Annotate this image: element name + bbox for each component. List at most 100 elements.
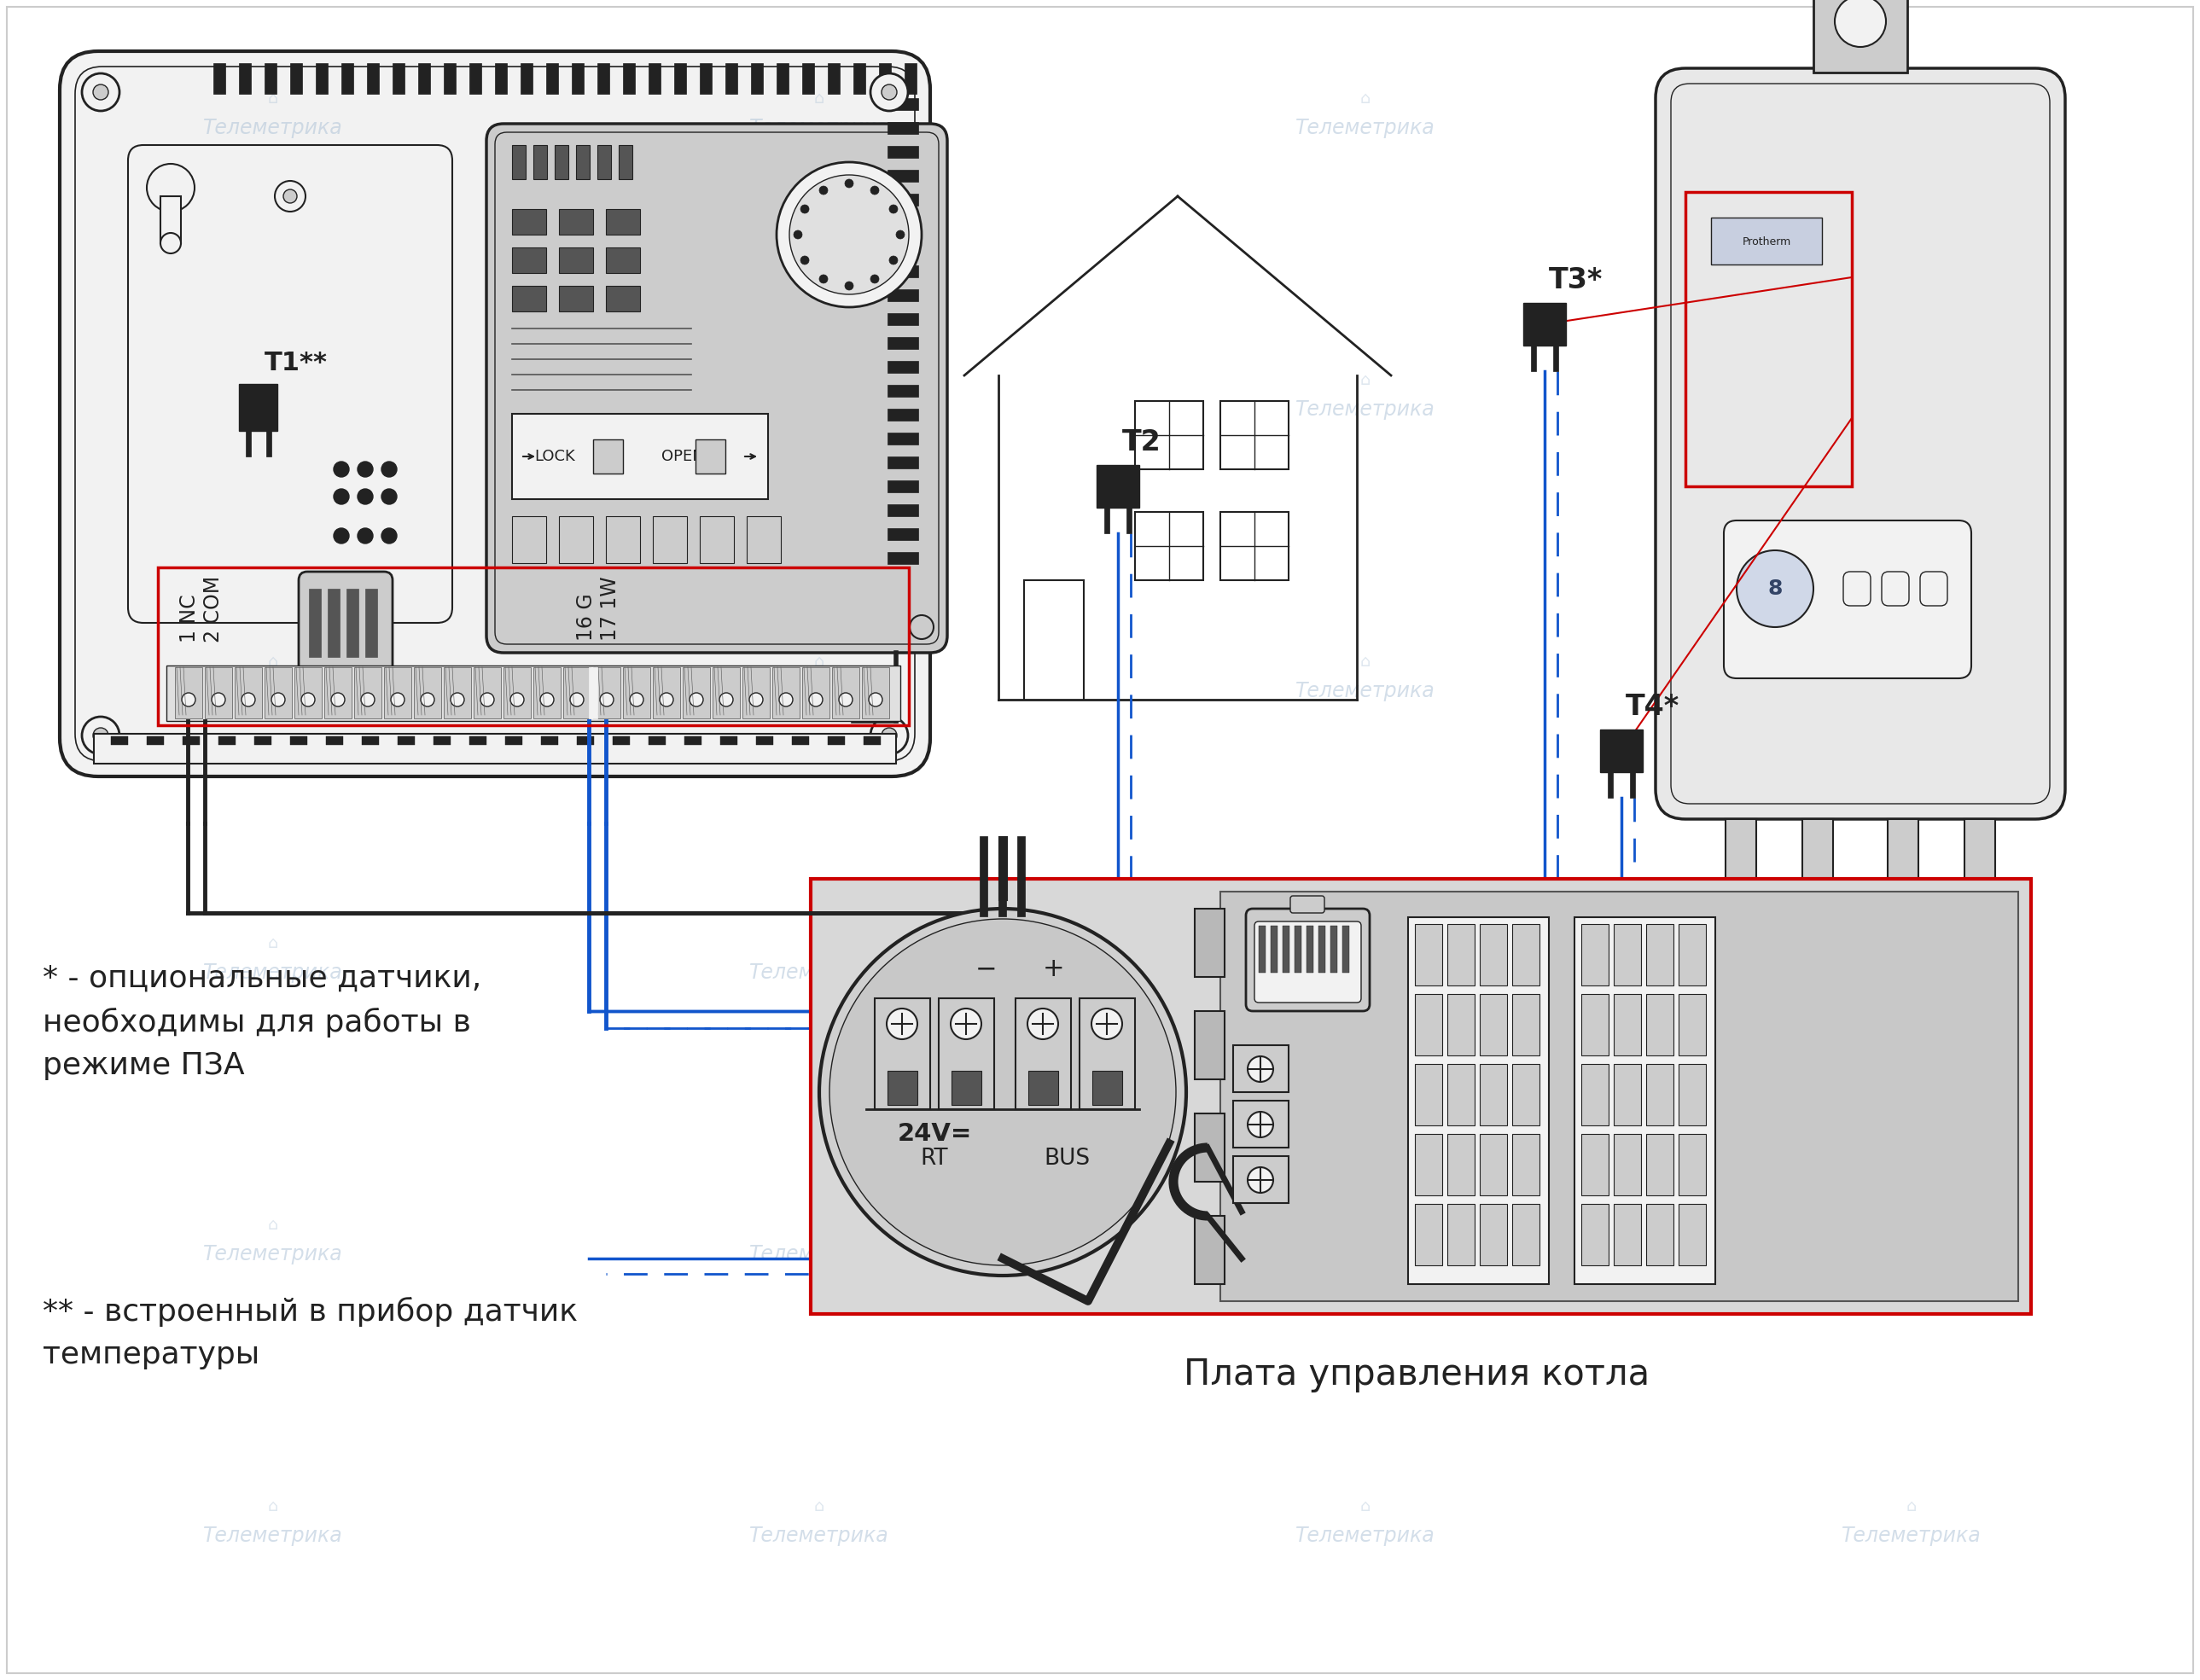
Bar [504,667,530,719]
Circle shape [810,692,823,707]
Bar [653,516,686,563]
Bar [876,998,931,1109]
Bar [594,440,623,474]
Text: −: − [975,956,997,981]
Text: Телеметрика: Телеметрика [1296,963,1434,983]
Bar [887,97,917,111]
Circle shape [92,84,108,99]
Bar [1126,507,1131,533]
Bar [473,667,502,719]
Bar [1531,346,1536,371]
Bar [605,286,640,311]
Bar [1679,924,1705,986]
Bar [576,736,594,744]
Bar [1646,924,1674,986]
Bar [205,667,233,719]
Circle shape [392,692,405,707]
Circle shape [359,528,374,544]
Bar [598,64,609,94]
Bar [495,64,506,94]
Bar [777,64,788,94]
Bar [513,413,768,499]
Circle shape [779,692,792,707]
Bar [266,430,271,457]
Bar [1016,998,1071,1109]
Bar [598,144,612,180]
Bar [513,144,526,180]
Bar [1511,924,1540,986]
Bar [713,667,739,719]
Text: T1**: T1** [264,351,328,375]
Bar [726,64,737,94]
Circle shape [750,692,763,707]
Circle shape [950,1008,981,1040]
Bar [1221,402,1289,469]
Text: ⌂: ⌂ [268,654,279,669]
Circle shape [838,692,854,707]
Bar [605,247,640,274]
Circle shape [359,462,374,477]
Bar [541,736,559,744]
Text: Телеметрика: Телеметрика [202,1243,343,1265]
Text: 1 NC
2 COM: 1 NC 2 COM [178,576,224,642]
Circle shape [818,909,1186,1275]
Bar [653,667,680,719]
Text: ⌂: ⌂ [814,371,825,388]
Bar [887,408,917,420]
Circle shape [211,692,224,707]
Bar [183,736,200,744]
Circle shape [895,230,904,239]
Bar [887,193,917,205]
Bar [1553,346,1558,371]
Bar [887,123,917,134]
Text: Телеметрика: Телеметрика [750,680,889,701]
Circle shape [81,717,119,754]
Bar [341,64,354,94]
Bar [1234,1156,1289,1203]
Bar [1615,1134,1641,1196]
Bar [1448,1134,1474,1196]
Bar [887,553,917,564]
Text: Телеметрика: Телеметрика [1296,1243,1434,1265]
Circle shape [794,230,803,239]
FancyBboxPatch shape [1921,571,1947,606]
Text: ⌂: ⌂ [1905,1216,1916,1233]
Circle shape [334,528,350,544]
Bar [1712,218,1822,264]
Bar [290,64,301,94]
Text: ⌂: ⌂ [268,1216,279,1233]
Text: ⌂: ⌂ [814,1216,825,1233]
Text: ⌂: ⌂ [1360,1499,1371,1514]
Circle shape [871,276,880,284]
Circle shape [829,919,1177,1265]
Circle shape [334,489,350,504]
Bar [812,879,2031,1314]
Bar [444,64,455,94]
Text: +: + [1043,956,1065,981]
Bar [1608,773,1613,798]
Bar [623,64,636,94]
Bar [750,64,763,94]
Bar [513,208,546,235]
Bar [803,64,814,94]
Bar [1318,926,1324,973]
Bar [605,516,640,563]
Circle shape [420,692,433,707]
Circle shape [871,717,909,754]
Circle shape [719,692,733,707]
Text: Телеметрика: Телеметрика [1296,680,1434,701]
Bar [506,736,521,744]
Bar [887,218,917,230]
Text: Телеметрика: Телеметрика [1841,1525,1982,1546]
Bar [887,265,917,277]
FancyBboxPatch shape [59,50,931,776]
Bar [649,736,667,744]
Circle shape [480,692,495,707]
Bar [1104,507,1109,533]
Bar [1511,1134,1540,1196]
Bar [792,736,810,744]
Bar [246,430,251,457]
Text: Телеметрика: Телеметрика [1841,963,1982,983]
Circle shape [889,255,898,264]
Circle shape [1965,914,1995,946]
